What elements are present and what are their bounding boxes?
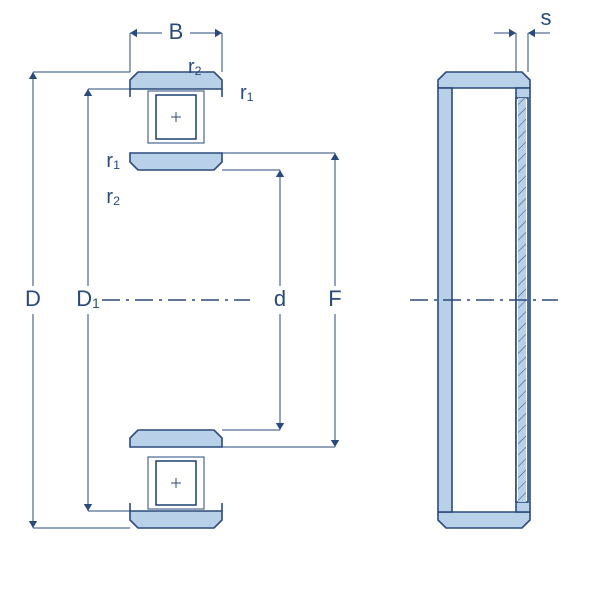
label-s: s [541,5,552,30]
outer-ring-top [130,72,222,89]
label-d: d [274,286,286,311]
label-F: F [328,286,341,311]
label-r1-top: r1 [240,82,254,104]
label-r2-top: r2 [188,56,202,78]
label-B: B [169,19,184,44]
inner-ring-top [130,153,222,170]
outer-ring-bottom [130,511,222,528]
label-r2-inner: r2 [106,186,120,208]
label-D: D [25,286,41,311]
right-cross-section [410,72,558,528]
label-r1-inner: r1 [106,150,120,172]
left-cross-section: r1 r2 r1 r2 [102,56,254,528]
inner-ring-bottom [130,430,222,447]
